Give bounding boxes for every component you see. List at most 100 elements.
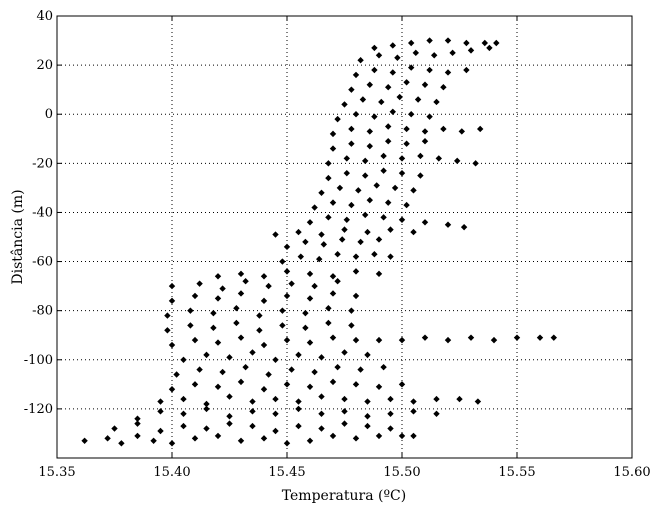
data-point [329,273,337,280]
data-point [191,292,199,300]
data-point [325,305,332,312]
data-point [219,285,226,292]
data-point [168,341,176,349]
data-point [318,231,325,238]
y-tick-label: -20 [32,156,53,171]
data-point [150,437,157,445]
data-point [279,258,286,265]
data-point [444,221,452,228]
data-point [191,381,199,388]
data-point [341,420,348,427]
data-point [371,44,378,52]
data-point [385,123,392,130]
data-point [191,336,199,344]
y-axis-label: Distância (m) [10,189,26,284]
data-point [366,196,373,204]
data-point [325,214,332,221]
data-point [226,420,233,427]
data-point [389,42,396,49]
data-point [458,128,465,135]
data-point [352,111,360,118]
data-point [214,383,222,390]
data-point [352,381,360,388]
data-point [237,334,245,341]
data-point [380,214,387,221]
data-point [493,39,500,47]
data-point [329,145,337,152]
data-point [387,226,394,233]
data-point [219,368,226,376]
data-point [341,408,348,415]
data-point [421,334,429,341]
data-point [279,322,286,329]
data-point [348,86,355,93]
data-point [389,69,396,76]
data-point [272,231,279,238]
data-point [362,157,369,165]
data-point [410,432,417,440]
data-point [272,356,279,363]
data-point [364,228,371,236]
data-point [375,236,383,243]
data-point [288,366,295,373]
data-points [81,37,557,447]
data-point [226,393,233,400]
data-point [433,395,440,403]
x-tick-label: 15.40 [153,465,190,480]
data-point [336,184,344,192]
data-point [408,111,415,118]
data-point [348,322,355,329]
data-point [387,425,394,432]
data-point [391,184,399,192]
data-point [311,282,318,290]
data-point [435,155,442,162]
data-point [513,334,521,341]
data-point [408,39,415,47]
data-point [320,241,327,248]
data-point [334,115,341,123]
data-point [191,435,199,442]
data-point [444,37,452,44]
data-point [343,155,350,162]
data-point [481,39,488,47]
data-point [329,378,337,386]
data-point [316,255,323,263]
data-point [403,125,410,133]
y-tick-label: -120 [24,402,53,417]
data-point [168,386,176,393]
data-point [403,79,410,86]
data-point [311,368,318,376]
data-point [329,130,337,138]
data-point [421,81,429,88]
data-point [352,435,360,442]
data-point [306,339,314,346]
data-point [187,322,194,329]
data-point [306,383,314,390]
data-point [302,238,309,246]
data-point [180,356,187,363]
data-point [111,425,118,432]
data-point [371,113,378,120]
data-point [302,324,309,332]
data-point [237,290,245,297]
data-point [387,395,394,403]
data-point [203,425,210,432]
data-point [352,268,360,275]
data-point [433,98,440,106]
data-point [366,128,373,135]
data-point [325,319,332,327]
data-point [403,140,410,147]
data-point [362,211,369,219]
data-point [375,383,383,390]
data-point [260,435,268,442]
data-point [180,410,187,417]
data-point [329,290,337,297]
data-point [306,270,314,278]
data-point [260,297,268,305]
data-point [256,327,263,334]
data-point [214,432,222,440]
data-point [104,435,111,442]
data-point [260,273,268,280]
data-point [168,297,176,305]
data-point [237,437,245,445]
